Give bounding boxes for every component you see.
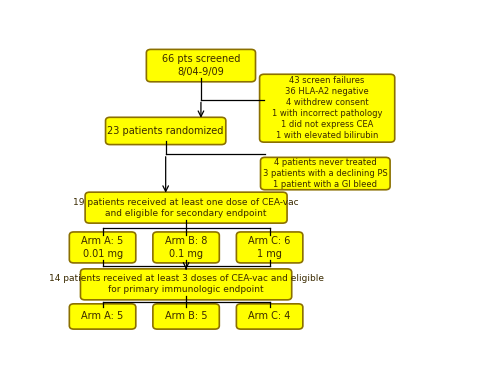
FancyBboxPatch shape [260,74,395,142]
Text: 19 patients received at least one dose of CEA-vac
and eligible for secondary end: 19 patients received at least one dose o… [73,198,299,218]
FancyBboxPatch shape [153,232,219,263]
Text: 43 screen failures
36 HLA-A2 negative
4 withdrew consent
1 with incorrect pathol: 43 screen failures 36 HLA-A2 negative 4 … [272,76,382,141]
FancyBboxPatch shape [237,232,303,263]
FancyBboxPatch shape [105,117,226,145]
FancyBboxPatch shape [69,232,136,263]
Text: Arm A: 5
0.01 mg: Arm A: 5 0.01 mg [81,236,124,259]
Text: 66 pts screened
8/04-9/09: 66 pts screened 8/04-9/09 [162,54,240,77]
FancyBboxPatch shape [237,304,303,329]
FancyBboxPatch shape [85,192,287,223]
Text: 23 patients randomized: 23 patients randomized [107,126,224,136]
Text: 4 patients never treated
3 patients with a declining PS
1 patient with a GI blee: 4 patients never treated 3 patients with… [263,158,388,189]
FancyBboxPatch shape [69,304,136,329]
FancyBboxPatch shape [153,304,219,329]
Text: Arm B: 8
0.1 mg: Arm B: 8 0.1 mg [165,236,207,259]
Text: Arm C: 4: Arm C: 4 [249,311,291,321]
FancyBboxPatch shape [147,49,255,82]
Text: Arm A: 5: Arm A: 5 [81,311,124,321]
FancyBboxPatch shape [261,157,390,190]
Text: 14 patients received at least 3 doses of CEA-vac and eligible
for primary immuno: 14 patients received at least 3 doses of… [48,274,324,294]
Text: Arm B: 5: Arm B: 5 [165,311,207,321]
Text: Arm C: 6
1 mg: Arm C: 6 1 mg [249,236,291,259]
FancyBboxPatch shape [80,269,292,300]
